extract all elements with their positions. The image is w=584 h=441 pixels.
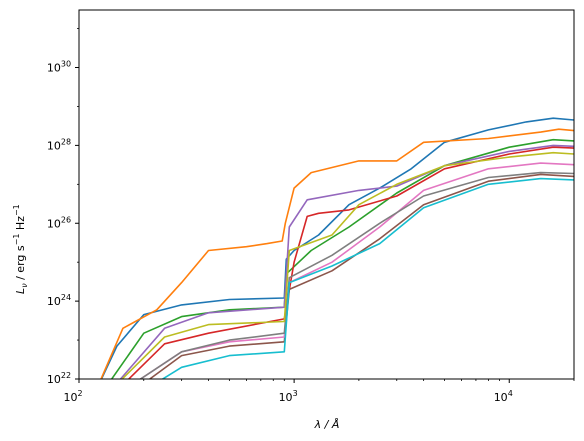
series-line-8: [139, 171, 574, 379]
series-line-9: [121, 151, 574, 379]
series-line-7: [139, 162, 574, 379]
series-line-1: [100, 117, 574, 379]
y-axis-label: Lν / erg s−1 Hz−1: [12, 204, 29, 294]
plot-background: [79, 10, 574, 379]
y-tick-label-22: 1022: [47, 371, 71, 386]
series-line-10: [161, 177, 574, 379]
series-line-2: [100, 128, 574, 379]
y-tick-label-28: 1028: [47, 137, 71, 152]
series-line-3: [110, 138, 574, 379]
y-tick-label-26: 1026: [47, 215, 71, 230]
y-tick-label-30: 1030: [47, 60, 71, 75]
x-tick-label-3: 103: [279, 389, 298, 404]
series-line-5: [119, 144, 574, 379]
series-layer: [100, 117, 574, 379]
x-axis-label: λ / Å: [314, 418, 340, 431]
x-tick-label-2: 102: [63, 389, 82, 404]
series-line-6: [148, 173, 574, 379]
y-tick-label-24: 1024: [47, 293, 71, 308]
ticks-layer: 102 103 104 1022 1024 1026 1028 1030: [47, 28, 575, 404]
plot-frame: [78, 9, 575, 380]
x-tick-label-4: 104: [494, 389, 513, 404]
series-line-4: [127, 146, 574, 379]
